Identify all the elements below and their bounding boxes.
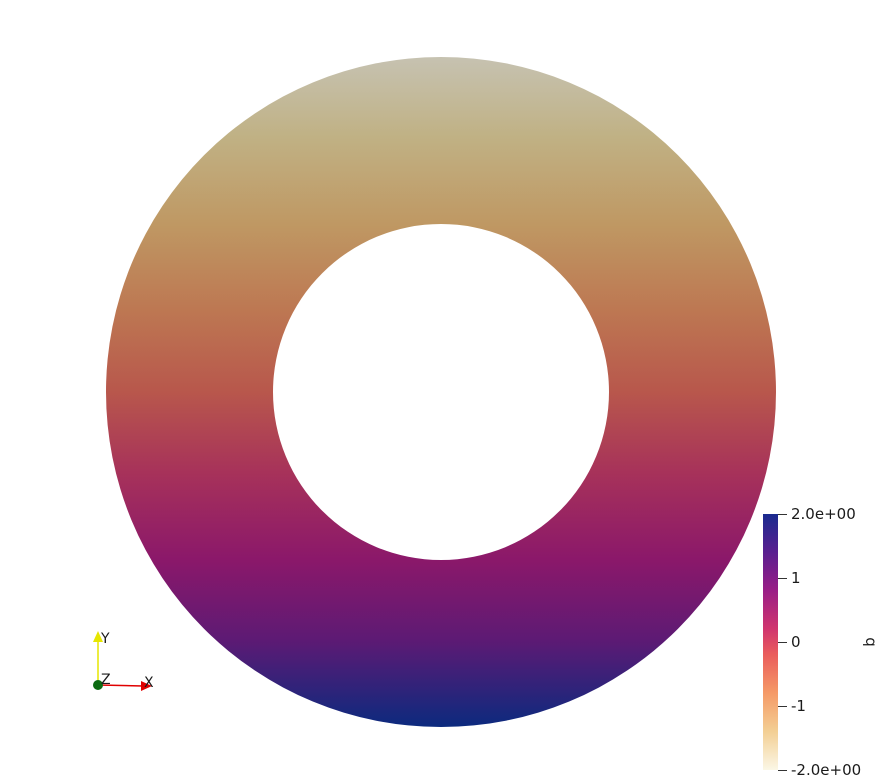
scalar-bar-title: q <box>862 637 880 647</box>
scalar-bar: 2.0e+00 1 0 -1 -2.0e+00 q <box>763 505 880 779</box>
annulus-surface[interactable] <box>106 57 776 727</box>
y-axis-label: Y <box>100 631 110 647</box>
tick-label-neg1: -1 <box>791 697 806 715</box>
z-axis-dot <box>93 680 103 690</box>
x-axis-line <box>97 684 144 687</box>
tick-label-max: 2.0e+00 <box>791 505 856 523</box>
x-axis-arrowhead <box>141 681 152 691</box>
tick-label-0: 0 <box>791 633 801 651</box>
scalar-bar-ticks <box>778 514 787 771</box>
scalar-bar-gradient <box>763 514 778 770</box>
x-axis-label: X <box>144 675 154 691</box>
tick-label-1: 1 <box>791 569 801 587</box>
orientation-axes: Y Z X <box>93 631 154 691</box>
y-axis-arrowhead <box>93 631 103 642</box>
z-axis-label: Z <box>101 672 111 688</box>
tick-label-min: -2.0e+00 <box>791 761 861 779</box>
